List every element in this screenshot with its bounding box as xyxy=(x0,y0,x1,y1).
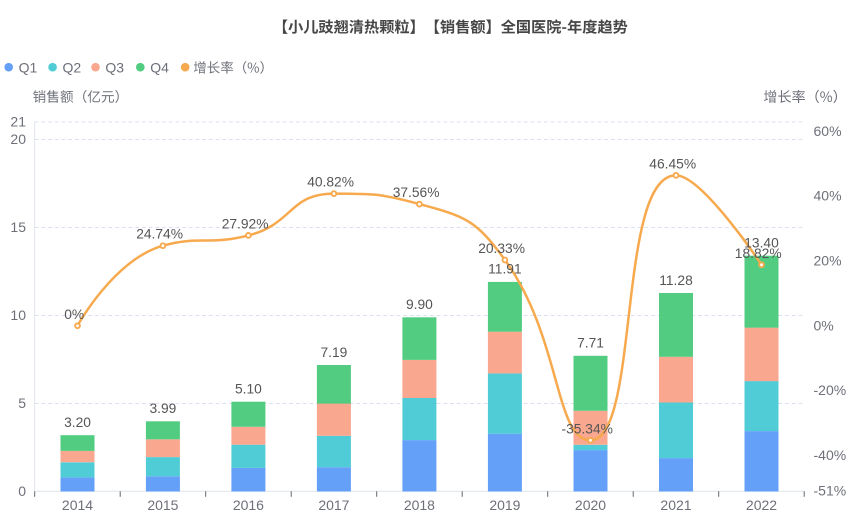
svg-text:11.28: 11.28 xyxy=(659,273,693,288)
svg-text:46.45%: 46.45% xyxy=(649,156,696,171)
svg-text:27.92%: 27.92% xyxy=(222,216,269,231)
svg-text:2015: 2015 xyxy=(147,497,178,513)
svg-text:2018: 2018 xyxy=(404,497,435,513)
svg-text:3.20: 3.20 xyxy=(64,415,91,430)
svg-text:5: 5 xyxy=(18,395,26,411)
svg-text:10: 10 xyxy=(10,307,26,323)
svg-text:7.71: 7.71 xyxy=(577,336,604,351)
svg-text:-35.34%: -35.34% xyxy=(562,421,613,436)
svg-text:18.82%: 18.82% xyxy=(735,246,782,261)
svg-text:20.33%: 20.33% xyxy=(478,241,525,256)
svg-text:2022: 2022 xyxy=(746,497,777,513)
svg-text:24.74%: 24.74% xyxy=(136,227,183,242)
svg-text:7.19: 7.19 xyxy=(320,345,347,360)
svg-text:-51%: -51% xyxy=(814,483,847,499)
svg-text:Q2: Q2 xyxy=(63,59,82,75)
svg-text:21: 21 xyxy=(10,113,26,129)
svg-text:Q3: Q3 xyxy=(105,59,124,75)
svg-text:0: 0 xyxy=(18,483,26,499)
svg-text:60%: 60% xyxy=(814,123,842,139)
svg-text:15: 15 xyxy=(10,219,26,235)
svg-text:2017: 2017 xyxy=(318,497,349,513)
svg-text:2020: 2020 xyxy=(575,497,606,513)
svg-text:0%: 0% xyxy=(64,307,84,322)
svg-text:0%: 0% xyxy=(814,317,834,333)
svg-text:9.90: 9.90 xyxy=(406,297,433,312)
svg-text:40%: 40% xyxy=(814,188,842,204)
svg-text:2016: 2016 xyxy=(233,497,264,513)
svg-text:Q4: Q4 xyxy=(150,59,169,75)
svg-text:5.10: 5.10 xyxy=(235,382,262,397)
svg-text:2014: 2014 xyxy=(62,497,93,513)
svg-text:20: 20 xyxy=(10,131,26,147)
svg-text:20%: 20% xyxy=(814,253,842,269)
svg-text:40.82%: 40.82% xyxy=(307,175,354,190)
svg-text:3.99: 3.99 xyxy=(149,401,176,416)
svg-text:Q1: Q1 xyxy=(19,59,38,75)
svg-text:11.91: 11.91 xyxy=(488,262,522,277)
svg-text:2021: 2021 xyxy=(660,497,691,513)
svg-text:-40%: -40% xyxy=(814,447,847,463)
svg-text:13.40: 13.40 xyxy=(744,236,779,251)
svg-text:-20%: -20% xyxy=(814,382,847,398)
svg-text:37.56%: 37.56% xyxy=(393,185,440,200)
svg-text:2019: 2019 xyxy=(489,497,520,513)
